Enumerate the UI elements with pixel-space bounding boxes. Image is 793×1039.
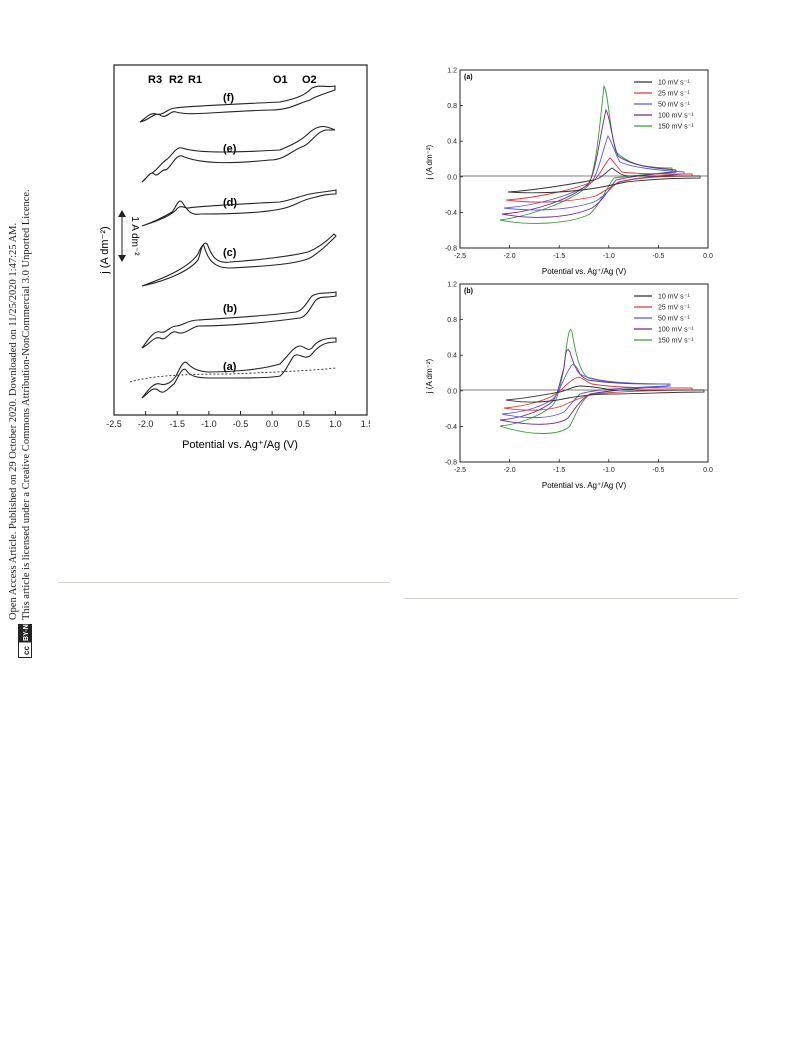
- cc-license-badge: BY-NC cc: [18, 619, 32, 658]
- panel-b-x-label: Potential vs. Ag⁺/Ag (V): [542, 481, 627, 490]
- peak-label-r2: R2: [169, 74, 183, 86]
- peak-label-o2: O2: [302, 74, 317, 86]
- panel-a-frame: [459, 69, 709, 249]
- panel-a-legend-label: 10 mV s⁻¹: [658, 80, 690, 87]
- panel-a-legend-label: 100 mV s⁻¹: [658, 113, 694, 120]
- left-x-tick-label: -1.5: [169, 419, 185, 429]
- curve-label-a: (a): [223, 361, 237, 373]
- panel-b-tag: (b): [464, 288, 473, 295]
- panel-a-y-tick-label: 1.2: [447, 68, 457, 75]
- panel-a-x-label: Potential vs. Ag⁺/Ag (V): [542, 267, 627, 276]
- panel-b-series-150: [499, 329, 669, 434]
- panel-a-x-tick-label: -0.5: [652, 253, 664, 260]
- left-cv-figure: -2.5 -2.0 -1.5 -1.0 -0.5 0.0 0.5 1.0 1.5 R3 R2 R…: [99, 64, 370, 451]
- cv-panel-a: -2.5 -2.0 -1.5 -1.0 -0.5 0.0 -0.8 -0.4 0.0 0.4 0.8…: [425, 68, 713, 277]
- cv-curve-a: [141, 337, 337, 399]
- panel-b-series-25: [503, 377, 693, 411]
- left-y-axis-label: j (A dm⁻²): [99, 226, 111, 274]
- panel-a-legend-label: 150 mV s⁻¹: [658, 124, 694, 131]
- panel-a-x-tick-label: -1.5: [553, 253, 565, 260]
- cv-curve-d: [141, 189, 337, 227]
- curve-label-c: (c): [223, 247, 237, 259]
- panel-a-series-150: [499, 84, 673, 224]
- left-x-axis-label: Potential vs. Ag⁺/Ag (V): [182, 439, 298, 451]
- panel-a-x-tick-label: -2.0: [504, 253, 516, 260]
- panel-a-y-tick-label: 0.8: [447, 103, 457, 110]
- panel-b-x-tick-label: -2.5: [454, 467, 466, 474]
- panel-a-y-tick-label: 0.0: [447, 174, 457, 181]
- cv-curve-a-blank: [129, 367, 337, 383]
- panel-a-y-tick-label: -0.8: [445, 246, 457, 253]
- cv-curve-e: [141, 125, 336, 183]
- panel-b-y-tick-label: -0.8: [445, 460, 457, 467]
- left-x-tick-label: 1.5: [361, 419, 370, 429]
- peak-label-r3: R3: [148, 74, 162, 86]
- curve-label-b: (b): [223, 303, 237, 315]
- panel-b-x-tick-label: -0.5: [652, 467, 664, 474]
- margin-line-1: Open Access Article. Published on 29 Oct…: [8, 222, 19, 620]
- cv-panel-b: -2.5 -2.0 -1.5 -1.0 -0.5 0.0 -0.8 -0.4 0.0 0.4 0.8…: [425, 282, 713, 491]
- panel-a-legend-label: 50 mV s⁻¹: [658, 102, 690, 109]
- left-x-tick-label: 0.5: [297, 419, 310, 429]
- panel-b-x-tick-label: -1.0: [603, 467, 615, 474]
- panel-b-x-tick-label: -1.5: [553, 467, 565, 474]
- badge-type-text: BY-NC: [23, 624, 30, 641]
- peak-label-o1: O1: [273, 74, 288, 86]
- cv-curve-c: [141, 233, 337, 287]
- peak-label-r1: R1: [188, 74, 202, 86]
- panel-b-y-tick-label: 0.8: [447, 317, 457, 324]
- panel-a-y-tick-label: 0.4: [447, 139, 457, 146]
- panel-b-legend-label: 150 mV s⁻¹: [658, 338, 694, 345]
- cv-curve-f: [139, 85, 336, 123]
- left-x-tick-label: 1.0: [329, 419, 342, 429]
- panel-b-series-10: [505, 385, 705, 403]
- left-x-tick-label: -2.0: [138, 419, 154, 429]
- panel-b-y-tick-label: 1.2: [447, 282, 457, 289]
- panel-b-frame: [459, 283, 709, 463]
- curve-label-f: (f): [223, 92, 234, 104]
- panel-b-y-tick-label: 0.0: [447, 388, 457, 395]
- left-column-divider: [58, 582, 390, 583]
- panel-b-legend-label: 25 mV s⁻¹: [658, 305, 690, 312]
- panel-a-tag: (a): [464, 74, 473, 81]
- panel-b-x-tick-label: -2.0: [504, 467, 516, 474]
- panel-a-x-tick-label: 0.0: [703, 253, 713, 260]
- left-x-tick-label: -1.0: [201, 419, 217, 429]
- scale-bar-label: 1 A dm⁻²: [129, 216, 140, 256]
- panel-b-legend-label: 10 mV s⁻¹: [658, 294, 690, 301]
- badge-cc-text: cc: [22, 646, 31, 655]
- left-plot-frame: [113, 64, 368, 416]
- panel-b-y-tick-label: -0.4: [445, 424, 457, 431]
- panel-b-legend-label: 50 mV s⁻¹: [658, 316, 690, 323]
- margin-line-2: This article is licensed under a Creativ…: [21, 189, 32, 620]
- curve-label-e: (e): [223, 143, 237, 155]
- right-column-divider: [404, 598, 738, 599]
- panel-a-y-label: j (A dm⁻²): [425, 144, 434, 180]
- panel-a-series-50: [503, 135, 685, 211]
- left-x-tick-label: 0.0: [266, 419, 279, 429]
- cv-curve-b: [141, 291, 337, 349]
- left-x-tick-label: -0.5: [233, 419, 249, 429]
- panel-a-x-tick-label: -2.5: [454, 253, 466, 260]
- left-x-tick-label: -2.5: [106, 419, 122, 429]
- panel-a-series-25: [505, 157, 693, 203]
- panel-a-series-10: [507, 167, 701, 194]
- panel-b-series-100: [499, 349, 669, 425]
- panel-b-legend-label: 100 mV s⁻¹: [658, 327, 694, 334]
- panel-b-y-tick-label: 0.4: [447, 353, 457, 360]
- panel-a-y-tick-label: -0.4: [445, 210, 457, 217]
- panel-b-x-tick-label: 0.0: [703, 467, 713, 474]
- panel-b-y-label: j (A dm⁻²): [425, 358, 434, 394]
- curve-label-d: (d): [223, 197, 237, 209]
- panel-a-x-tick-label: -1.0: [603, 253, 615, 260]
- panel-a-legend-label: 25 mV s⁻¹: [658, 91, 690, 98]
